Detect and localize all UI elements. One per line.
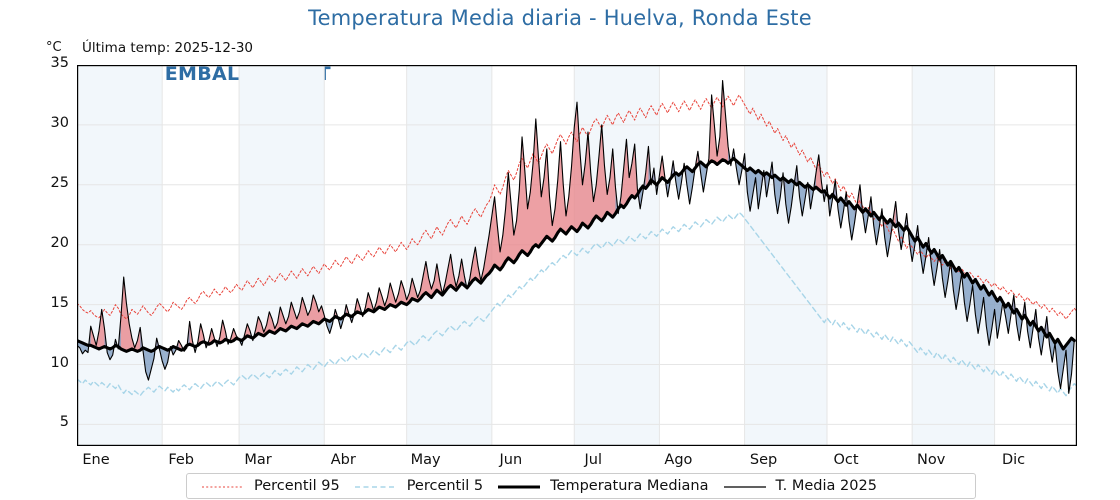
y-axis-tick-label: 20 [50, 234, 69, 251]
deviation-fill-below-median [1013, 295, 1025, 341]
deviation-fill-below-median [1055, 338, 1075, 394]
y-axis-tick-label: 15 [50, 294, 69, 311]
x-axis-tick-label: Dic [1001, 452, 1026, 468]
month-band [406, 65, 492, 446]
x-axis-tick-label: May [410, 452, 441, 468]
legend-item[interactable]: T. Media 2025 [709, 474, 877, 498]
legend-item[interactable]: Percentil 95 [187, 474, 340, 498]
y-axis-tick-label: 10 [50, 354, 69, 371]
deviation-fill-above-median [467, 102, 619, 290]
month-band [574, 65, 660, 446]
chart-legend: Percentil 95 Percentil 5 Temperatura Media… [186, 473, 976, 499]
deviation-fill-below-median [337, 304, 347, 329]
deviation-fill-below-median [895, 201, 907, 250]
x-axis-tick-label: Feb [168, 452, 194, 468]
series-line-percentil-95 [77, 94, 1077, 320]
legend-item[interactable]: Temperatura Mediana [483, 474, 709, 498]
legend-swatch-dashed [354, 479, 398, 493]
deviation-fill-below-median [744, 153, 764, 212]
deviation-fill-below-median [648, 146, 654, 185]
deviation-fill-below-median [637, 172, 646, 209]
legend-item[interactable]: Percentil 5 [340, 474, 483, 498]
deviation-fill-below-median [1046, 316, 1056, 363]
series-line-percentil-5 [77, 211, 1077, 397]
y-axis-tick-label: 25 [50, 174, 69, 191]
x-axis-tick-label: Sep [749, 452, 778, 468]
deviation-fill-below-median [77, 326, 91, 354]
month-band [77, 65, 163, 446]
deviation-fill-below-median [733, 148, 745, 185]
deviation-fill-above-median [618, 139, 641, 214]
legend-swatch-dotted [201, 479, 245, 493]
legend-swatch-solid [723, 479, 767, 493]
deviation-fill-above-median [362, 254, 468, 317]
deviation-fill-above-median [252, 295, 327, 341]
legend-swatch-solid [497, 479, 541, 493]
y-axis-tick-label: 35 [50, 55, 69, 71]
deviation-fill-below-median [835, 180, 847, 228]
deviation-fill-below-median [140, 327, 157, 381]
x-axis-tick-label: Jul [584, 452, 603, 468]
deviation-fill-below-median [917, 225, 929, 274]
y-axis-tick-label: 30 [50, 114, 69, 131]
x-axis-tick-label: Abr [330, 452, 356, 468]
deviation-fill-below-median [796, 165, 808, 216]
x-axis-tick-label: Ago [664, 452, 693, 468]
deviation-fill-below-median [115, 316, 121, 349]
chart-title: Temperatura Media diaria - Huelva, Ronda… [308, 6, 812, 30]
chart-plot-area [77, 65, 1077, 446]
legend-label: T. Media 2025 [775, 478, 877, 494]
last-temp-label: Última temp: 2025-12-30 [82, 40, 254, 56]
y-axis-unit-label: °C [46, 40, 62, 55]
deviation-fill-below-median [772, 162, 784, 214]
chart-canvas [77, 65, 1077, 446]
x-axis-tick-label: Nov [917, 452, 946, 468]
x-axis-tick-label: Oct [833, 452, 859, 468]
deviation-fill-below-median [673, 160, 685, 200]
deviation-fill-below-median [1035, 309, 1047, 355]
plot-frame [77, 65, 1077, 446]
x-axis-tick-label: Jun [499, 452, 523, 468]
deviation-fill-below-median [664, 160, 674, 197]
deviation-fill-below-median [939, 249, 951, 298]
x-axis-tick-label: Ene [82, 452, 110, 468]
deviation-fill-below-median [697, 151, 709, 192]
deviation-fill-below-median [870, 196, 882, 245]
legend-label: Temperatura Mediana [550, 478, 709, 494]
deviation-fill-above-median [118, 277, 143, 352]
y-axis-tick-label: 5 [59, 414, 69, 431]
deviation-fill-below-median [684, 163, 696, 204]
month-band [239, 65, 325, 446]
series-line-temperatura-mediana [77, 156, 1076, 353]
deviation-fill-below-median [156, 338, 171, 370]
month-band [744, 65, 827, 446]
deviation-fill-below-median [1002, 295, 1014, 334]
legend-label: Percentil 95 [254, 478, 340, 494]
legend-label: Percentil 5 [406, 478, 484, 494]
deviation-fill-below-median [950, 261, 1003, 346]
x-axis-tick-label: Mar [244, 452, 272, 468]
deviation-fill-above-median [87, 309, 108, 353]
